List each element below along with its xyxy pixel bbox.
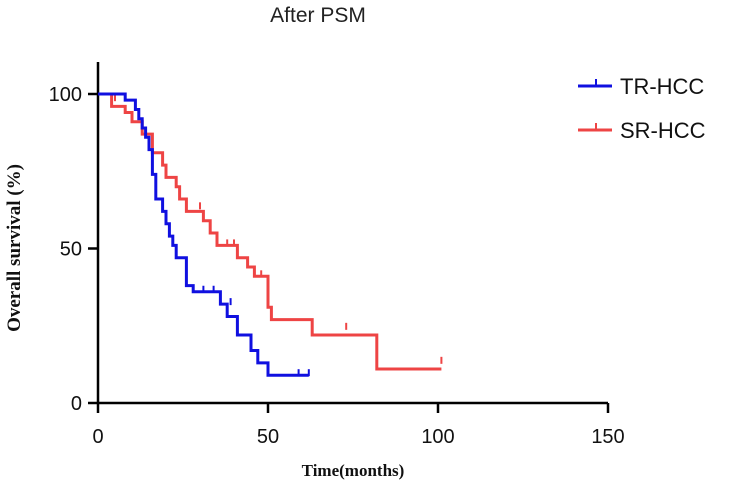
sr-hcc-survival-curve — [98, 92, 442, 371]
x-tick-label: 50 — [257, 426, 279, 448]
x-tick-label: 150 — [591, 426, 624, 448]
axes: 0 50 100 150 0 50 100 — [49, 62, 625, 448]
x-tick-label: 100 — [421, 426, 454, 448]
y-tick-label: 100 — [49, 84, 82, 106]
series-layer — [98, 92, 443, 377]
sr-hcc-legend-label: SR-HCC — [620, 118, 706, 143]
y-axis-label: Overall survival (%) — [4, 164, 25, 332]
chart-title: After PSM — [270, 4, 366, 27]
x-axis-label: Time(months) — [302, 461, 405, 480]
legend: TR-HCC SR-HCC — [578, 74, 706, 143]
y-tick-label: 50 — [60, 239, 82, 261]
y-tick-label: 0 — [71, 393, 82, 415]
tr-hcc-survival-curve — [98, 92, 309, 377]
x-tick-label: 0 — [92, 426, 103, 448]
tr-hcc-legend-label: TR-HCC — [620, 74, 704, 99]
